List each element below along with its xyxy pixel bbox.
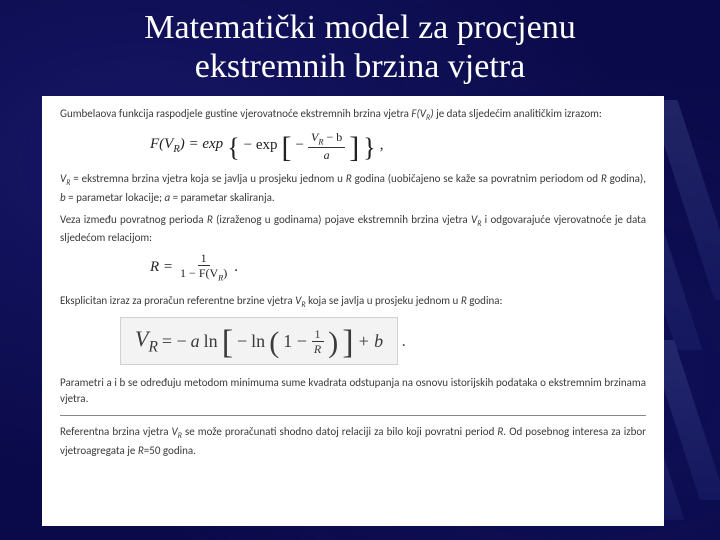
- paragraph-return-period: Veza između povratnog perioda R (izražen…: [60, 212, 646, 246]
- title-line2: ekstremnih brzina vjetra: [195, 48, 525, 85]
- formula-return-period: R = 1 1 − F(VR) .: [60, 252, 646, 283]
- fraction: VR − b a: [308, 131, 345, 162]
- text: .: [402, 333, 406, 350]
- paragraph-params-ab: Parametri a i b se određuju metodom mini…: [60, 375, 646, 407]
- text: Gumbelaova funkcija raspodjele gustine v…: [60, 107, 411, 120]
- text: je data sljedećim analitičkim izrazom:: [434, 107, 602, 120]
- fraction: 1 1 − F(VR): [177, 252, 230, 283]
- formula-gumbel-cdf: F(VR) = exp { − exp [ − VR − b a ] } ,: [60, 131, 646, 162]
- text: ,: [380, 137, 384, 154]
- content-panel: Gumbelaova funkcija raspodjele gustine v…: [42, 96, 664, 526]
- fraction: 1 R: [311, 328, 324, 355]
- paragraph-variable-defs: VR = ekstremna brzina vjetra koja se jav…: [60, 171, 646, 205]
- symbol-FvR: F(VR): [411, 107, 433, 120]
- slide-title: Matematički model za procjenu ekstremnih…: [0, 0, 720, 96]
- title-line1: Matematički model za procjenu: [144, 9, 575, 46]
- paragraph-gumbel-intro: Gumbelaova funkcija raspodjele gustine v…: [60, 106, 646, 124]
- paragraph-reference-speed: Referentna brzina vjetra VR se može pror…: [60, 424, 646, 458]
- formula-explicit-vr-wrapper: VR = − a ln [ − ln ( 1 − 1 R ) ] + b .: [60, 317, 646, 365]
- formula-explicit-vr: VR = − a ln [ − ln ( 1 − 1 R ) ] + b: [120, 317, 398, 365]
- text: − exp: [244, 137, 278, 154]
- separator-line: [60, 415, 646, 416]
- paragraph-explicit-expr: Eksplicitan izraz za proračun referentne…: [60, 293, 646, 311]
